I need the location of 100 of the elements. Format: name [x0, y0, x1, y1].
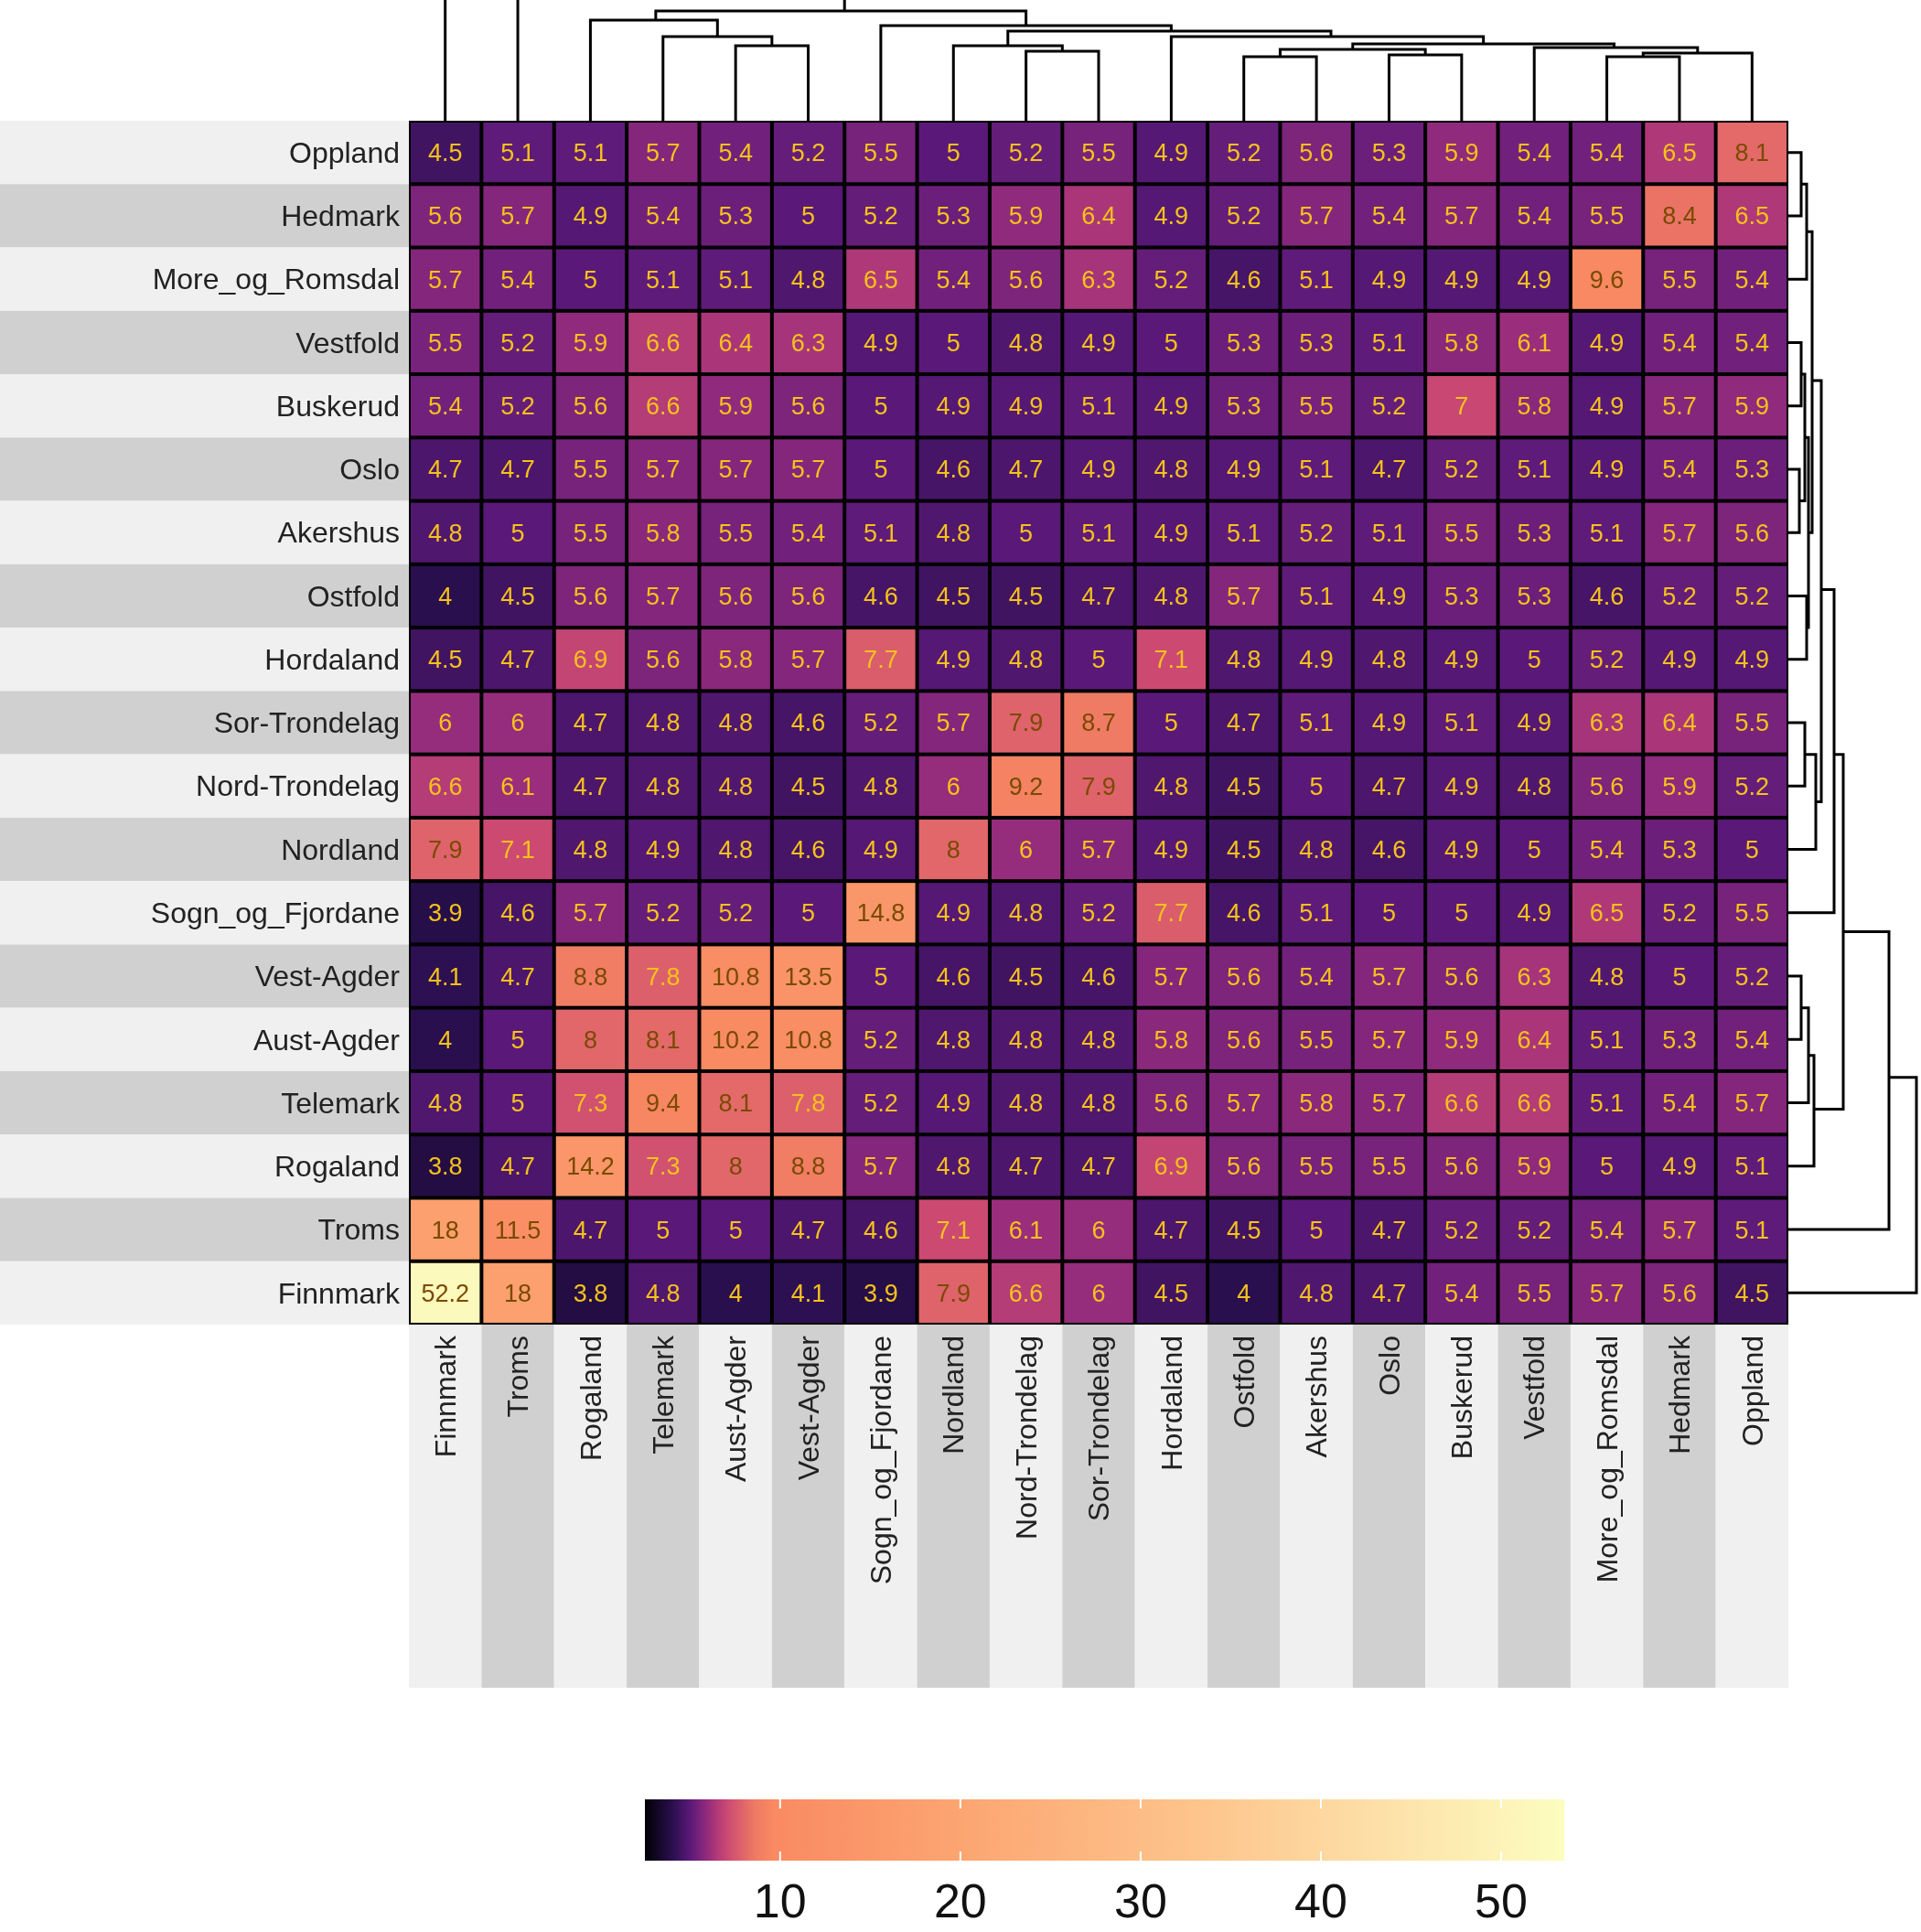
data-label: 4.9 — [1226, 456, 1261, 484]
data-label: 4.8 — [1008, 328, 1044, 357]
data-label: 4.7 — [1371, 772, 1407, 800]
data-label: 5.2 — [1008, 139, 1044, 167]
data-label: 5.5 — [1371, 1153, 1407, 1181]
data-label: 9.6 — [1589, 265, 1625, 294]
data-label: 7.9 — [936, 1279, 971, 1307]
data-label: 6.6 — [1008, 1279, 1044, 1307]
data-label: 5 — [1164, 709, 1178, 737]
data-label: 4.9 — [1154, 835, 1189, 864]
data-label: 5.9 — [1444, 139, 1479, 167]
data-label: 5.4 — [500, 265, 535, 294]
y-tick-label: Sor-Trondelag — [213, 706, 400, 740]
data-label: 5.9 — [1008, 202, 1044, 231]
data-label: 8.1 — [646, 1025, 681, 1054]
data-label: 5.2 — [646, 899, 681, 928]
data-label: 5.3 — [1662, 835, 1697, 864]
data-label: 5.2 — [718, 899, 753, 928]
data-label: 9.2 — [1008, 772, 1044, 800]
data-label: 4.5 — [1226, 1216, 1261, 1244]
data-label: 5.1 — [500, 139, 535, 167]
data-label: 5.6 — [427, 202, 463, 231]
data-label: 5.1 — [1299, 582, 1334, 610]
data-label: 14.8 — [856, 899, 906, 928]
data-label: 5.1 — [1371, 328, 1407, 357]
data-label: 4.9 — [1662, 1153, 1697, 1181]
data-label: 18 — [504, 1279, 532, 1307]
data-label: 4.7 — [1154, 1216, 1189, 1244]
data-label: 5.6 — [1444, 962, 1479, 991]
data-label: 5.4 — [646, 202, 681, 231]
y-tick-label: Vest-Agder — [254, 960, 401, 993]
data-label: 5.4 — [1589, 1216, 1625, 1244]
data-label: 4.9 — [1008, 392, 1044, 421]
data-label: 5.8 — [1154, 1025, 1189, 1054]
data-label: 4.8 — [718, 835, 753, 864]
data-label: 5.6 — [1662, 1279, 1697, 1307]
data-label: 5.2 — [1226, 202, 1261, 231]
data-label: 4.8 — [936, 1025, 971, 1054]
data-label: 5 — [874, 392, 888, 421]
data-label: 4.5 — [500, 582, 535, 610]
data-label: 5.7 — [936, 709, 971, 737]
y-tick-label: Nord-Trondelag — [196, 769, 400, 803]
data-label: 5.4 — [1517, 202, 1551, 231]
data-label: 5.3 — [1662, 1025, 1697, 1054]
data-label: 5.2 — [1589, 646, 1625, 674]
data-label: 5.2 — [864, 202, 898, 231]
data-label: 5.1 — [1299, 899, 1334, 928]
data-label: 5.5 — [427, 328, 463, 357]
data-label: 6.6 — [646, 328, 681, 357]
data-label: 5.5 — [1734, 899, 1770, 928]
data-label: 5.2 — [500, 392, 535, 421]
data-label: 5.5 — [1299, 1153, 1334, 1181]
data-label: 5.1 — [646, 265, 681, 294]
data-label: 10.8 — [784, 1025, 832, 1054]
x-tick-label: Troms — [501, 1336, 535, 1418]
data-label: 5.2 — [864, 1089, 898, 1118]
data-label: 6.3 — [790, 328, 826, 357]
data-label: 4.7 — [1371, 1279, 1407, 1307]
data-label: 5 — [1600, 1153, 1615, 1181]
data-label: 4.8 — [646, 709, 681, 737]
data-label: 5.2 — [1517, 1216, 1551, 1244]
data-label: 5.8 — [646, 519, 681, 547]
y-tick-label: More_og_Romsdal — [152, 263, 400, 296]
y-tick-label: Buskerud — [275, 389, 400, 423]
data-label: 5.6 — [718, 582, 753, 610]
data-label: 4.7 — [500, 962, 535, 991]
data-label: 5.3 — [1371, 139, 1407, 167]
data-label: 5.3 — [718, 202, 753, 231]
data-label: 5.7 — [864, 1153, 898, 1181]
data-label: 4.9 — [1589, 392, 1625, 421]
data-label: 4.8 — [718, 709, 753, 737]
x-tick-label: Oppland — [1735, 1336, 1769, 1446]
data-label: 4.9 — [1734, 646, 1770, 674]
data-label: 5 — [1744, 835, 1759, 864]
data-label: 5.4 — [1662, 456, 1697, 484]
data-label: 4.6 — [936, 962, 971, 991]
data-label: 4.6 — [790, 835, 826, 864]
data-label: 4.8 — [1154, 582, 1189, 610]
data-label: 5.2 — [1734, 962, 1770, 991]
data-label: 5.9 — [1517, 1153, 1551, 1181]
data-label: 5.7 — [646, 582, 681, 610]
data-label: 5.7 — [1371, 1089, 1407, 1118]
data-label: 4.8 — [1589, 962, 1625, 991]
data-label: 4.8 — [1008, 646, 1044, 674]
data-label: 4.8 — [718, 772, 753, 800]
data-label: 4.9 — [936, 646, 971, 674]
data-label: 5.1 — [1444, 709, 1479, 737]
data-label: 4.9 — [1444, 265, 1479, 294]
data-label: 4.9 — [1662, 646, 1697, 674]
x-tick-label: Sor-Trondelag — [1082, 1336, 1116, 1522]
data-label: 5.9 — [1734, 392, 1770, 421]
data-label: 7.9 — [1081, 772, 1116, 800]
y-tick-label: Hordaland — [264, 642, 400, 676]
data-label: 5.7 — [1371, 1025, 1407, 1054]
data-label: 5.9 — [718, 392, 753, 421]
data-label: 5.6 — [1589, 772, 1625, 800]
data-label: 5 — [1381, 899, 1396, 928]
data-label: 4.7 — [427, 456, 463, 484]
data-label: 6.6 — [646, 392, 681, 421]
data-label: 4.6 — [1226, 265, 1261, 294]
